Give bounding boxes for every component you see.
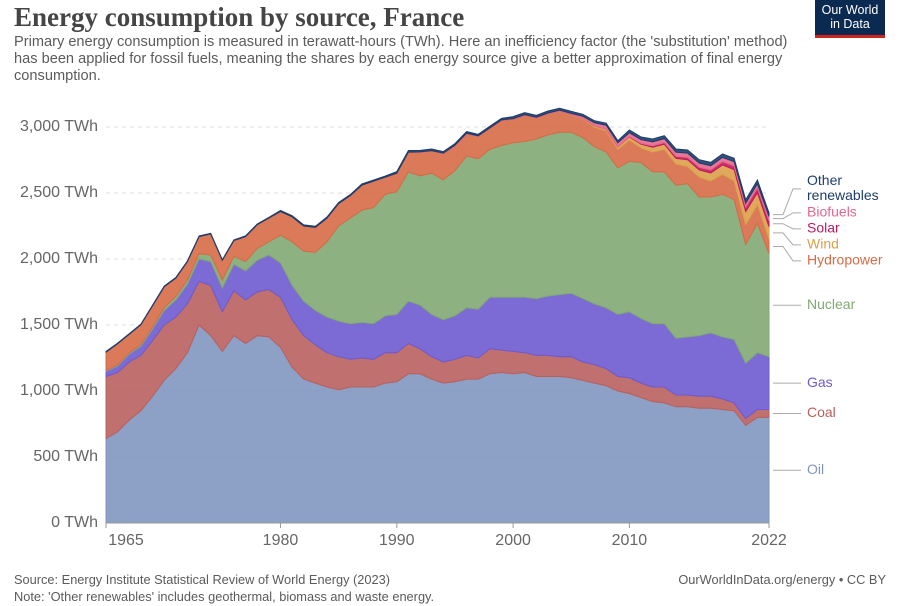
x-tick-label: 2010	[612, 532, 648, 549]
y-tick-label: 0 TWh	[51, 514, 98, 531]
note: Note: 'Other renewables' includes geothe…	[14, 589, 435, 604]
legend-label: Coal	[807, 404, 836, 420]
x-tick-label: 2022	[751, 532, 787, 549]
x-tick-label: 2000	[495, 532, 531, 549]
chart: 0 TWh 500 TWh 1,000 TWh 1,500 TWh 2,000 TWh 2…	[20, 107, 883, 549]
y-tick-label: 3,000 TWh	[20, 118, 98, 135]
y-tick-label: 2,500 TWh	[20, 184, 98, 201]
logo-line: in Data	[830, 17, 870, 31]
legend-label: Biofuels	[807, 204, 857, 220]
legend-connector	[773, 232, 801, 246]
legend-label: Oil	[807, 461, 824, 477]
y-tick-label: 1,500 TWh	[20, 316, 98, 333]
chart-title: Energy consumption by source, France	[14, 2, 465, 32]
credit[interactable]: OurWorldInData.org/energy • CC BY	[678, 572, 886, 587]
legend-label-line: renewables	[807, 187, 879, 203]
legend-label: Solar	[807, 220, 840, 236]
area	[105, 107, 770, 354]
legend-label: Other renewables	[807, 172, 879, 203]
x-tick-label: 1990	[379, 532, 415, 549]
legend-label: Nuclear	[807, 296, 856, 312]
y-tick-label: 1,000 TWh	[20, 382, 98, 399]
y-tick-label: 500 TWh	[33, 448, 98, 465]
legend-label: Hydropower	[807, 252, 883, 268]
legend-connector	[773, 223, 801, 230]
legend-label: Gas	[807, 374, 833, 390]
legend-connector	[773, 212, 801, 220]
y-tick-label: 2,000 TWh	[20, 250, 98, 267]
legend-connector	[773, 188, 801, 216]
x-tick-label: 1980	[263, 532, 299, 549]
source: Source: Energy Institute Statistical Rev…	[14, 572, 391, 587]
x-tick-label: 1965	[108, 532, 144, 549]
legend-label-line: Other	[807, 172, 842, 188]
logo[interactable]: Our World in Data	[815, 0, 885, 38]
chart-subtitle: Primary energy consumption is measured i…	[14, 34, 788, 84]
legend-connector	[773, 245, 801, 262]
legend-label: Wind	[807, 236, 839, 252]
logo-line: Our World	[821, 3, 879, 17]
